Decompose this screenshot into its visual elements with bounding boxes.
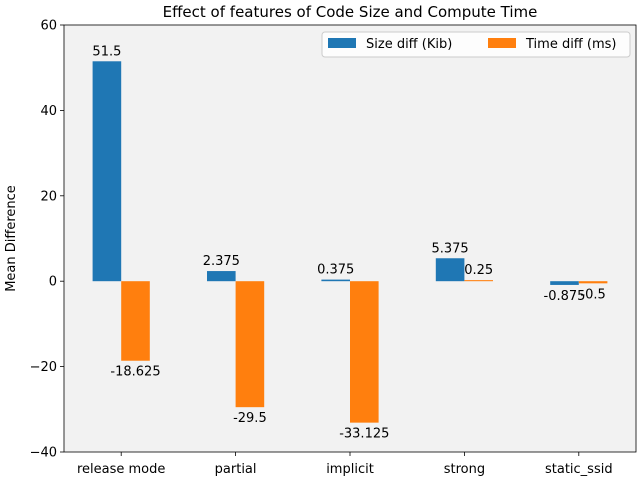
y-axis-label: Mean Difference: [4, 185, 19, 292]
data-label-size-diff-kib-implicit: 0.375: [317, 263, 354, 278]
data-label-time-diff-ms-partial: -29.5: [233, 411, 267, 426]
data-label-time-diff-ms-implicit: -33.125: [339, 427, 389, 442]
bar-size-diff-kib-strong: [435, 258, 465, 282]
y-tick-label-5: 60: [40, 19, 57, 34]
legend-label-time-diff: Time diff (ms): [525, 37, 616, 52]
legend: Size diff (Kib) Time diff (ms): [321, 31, 631, 58]
bar-time-diff-ms-implicit: [350, 281, 379, 423]
bar-size-diff-kib-partial: [207, 271, 236, 282]
data-label-size-diff-kib-strong: 5.375: [431, 241, 468, 256]
bar-time-diff-ms-static-ssid: [578, 281, 608, 284]
y-axis: −40 −20 0 20 40 60: [30, 19, 64, 461]
x-tick-label-partial: partial: [215, 462, 257, 477]
bar-time-diff-ms-strong: [464, 280, 493, 282]
bar-size-diff-kib-implicit: [321, 279, 350, 282]
x-tick-label-implicit: implicit: [326, 462, 374, 477]
data-label-time-diff-ms-strong: 0.25: [464, 263, 493, 278]
x-tick-label-static-ssid: static_ssid: [545, 462, 613, 477]
data-label-time-diff-ms-release-mode: -18.625: [110, 365, 160, 380]
data-labels-layer: 51.5 -18.625 2.375 -29.5 0.375 -33.125 5.375 0.…: [92, 44, 605, 441]
legend-box: [321, 31, 631, 58]
bar-time-diff-ms-release-mode: [121, 281, 150, 361]
bars-layer: [92, 61, 608, 423]
y-tick-label-3: 20: [40, 189, 57, 204]
data-label-size-diff-kib-static-ssid: -0.875: [544, 289, 586, 304]
legend-swatch-time-diff: [488, 38, 516, 48]
y-tick-label-4: 40: [40, 104, 57, 119]
y-tick-label-1: −20: [30, 360, 57, 375]
legend-label-size-diff: Size diff (Kib): [366, 37, 452, 52]
bar-time-diff-ms-partial: [235, 281, 265, 408]
x-tick-label-strong: strong: [444, 462, 485, 477]
bar-size-diff-kib-static-ssid: [550, 281, 579, 285]
data-label-size-diff-kib-release-mode: 51.5: [92, 44, 121, 59]
x-tick-label-release-mode: release mode: [77, 462, 165, 477]
y-tick-label-2: 0: [49, 275, 57, 290]
chart-title: Effect of features of Code Size and Comp…: [163, 3, 538, 21]
data-label-size-diff-kib-partial: 2.375: [203, 254, 240, 269]
data-label-time-diff-ms-static-ssid: -0.5: [580, 287, 605, 302]
y-tick-label-0: −40: [30, 446, 57, 461]
bar-size-diff-kib-release-mode: [92, 61, 122, 282]
x-axis: release mode partial implicit strong static_…: [77, 452, 613, 477]
legend-swatch-size-diff: [328, 38, 356, 48]
